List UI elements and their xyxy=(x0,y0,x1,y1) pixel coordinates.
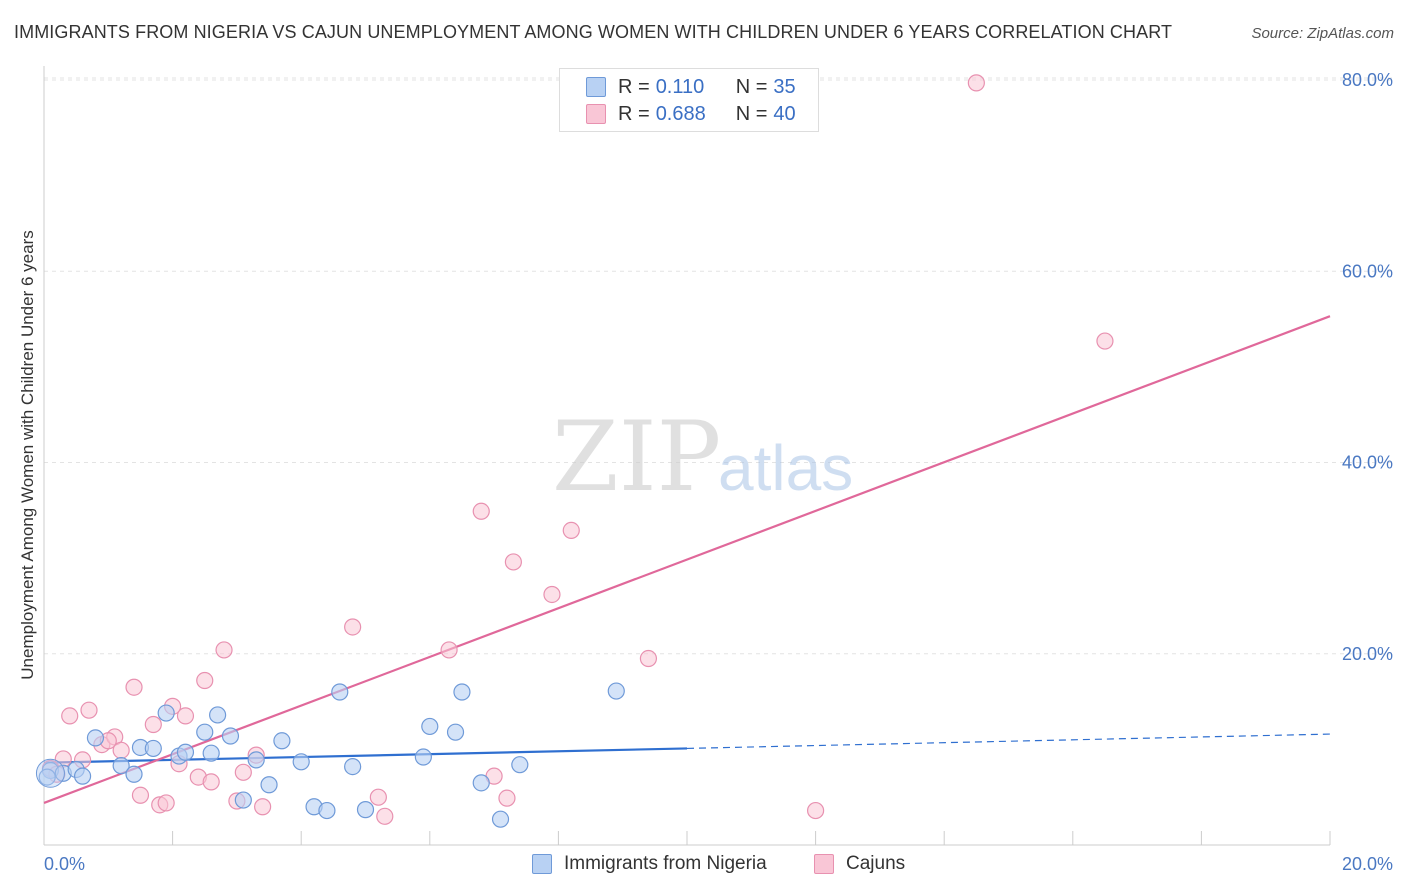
cajun-point xyxy=(376,807,394,825)
trend-lines xyxy=(43,315,1331,804)
bottom-legend-cajun: Cajuns xyxy=(814,852,905,876)
legend-r-label: R = xyxy=(618,75,650,98)
bottom-legend-cajun-label: Cajuns xyxy=(846,853,906,874)
cajun-point xyxy=(498,789,516,807)
legend-n-label: N = xyxy=(735,102,768,125)
x-tick-label: 20.0% xyxy=(1342,854,1393,874)
nigeria-point xyxy=(221,727,240,745)
y-tick-label: 20.0% xyxy=(1342,644,1393,664)
cajun-trend-line xyxy=(43,315,1331,804)
nigeria-point xyxy=(247,751,265,769)
nigeria-point xyxy=(144,739,162,758)
nigeria-point xyxy=(202,744,220,762)
legend-n-value: 35 xyxy=(773,75,796,98)
cajun-point xyxy=(61,707,79,725)
cajun-point xyxy=(967,74,985,92)
nigeria-point xyxy=(421,717,439,736)
grid-lines xyxy=(44,77,1392,655)
source-label: Source: ZipAtlas.com xyxy=(1251,25,1394,42)
nigeria-point xyxy=(112,757,130,775)
cajun-point xyxy=(369,788,387,806)
watermark-atlas: atlas xyxy=(718,432,853,504)
tick-labels: 20.0% 40.0% 60.0% 80.0% 0.0% 20.0% xyxy=(44,70,1393,874)
y-axis-label: Unemployment Among Women with Children U… xyxy=(18,230,37,679)
nigeria-point xyxy=(38,768,56,786)
legend-r-value: 0.688 xyxy=(655,102,706,125)
nigeria-point xyxy=(273,732,291,750)
cajun-point xyxy=(472,502,490,520)
y-tick-label: 40.0% xyxy=(1342,453,1393,473)
y-tick-label: 60.0% xyxy=(1342,261,1393,281)
nigeria-point xyxy=(176,743,195,761)
cajun-point xyxy=(254,798,272,816)
chart-title: IMMIGRANTS FROM NIGERIA VS CAJUN UNEMPLO… xyxy=(14,22,1173,42)
x-tick-label: 0.0% xyxy=(44,854,85,874)
nigeria-point xyxy=(607,682,625,700)
nigeria-point xyxy=(125,765,143,783)
legend-row-cajun: R = 0.688 N = 40 xyxy=(586,101,796,127)
correlation-legend: R = 0.110 N = 35 R = 0.688 N = 40 xyxy=(559,68,819,132)
legend-r-value: 0.110 xyxy=(655,75,705,98)
nigeria-cluster-point xyxy=(35,758,65,788)
nigeria-point xyxy=(331,683,349,701)
cajun-point xyxy=(176,707,195,725)
cajun-point xyxy=(80,701,98,719)
nigeria-point xyxy=(292,753,310,771)
axes xyxy=(43,66,1331,846)
nigeria-point xyxy=(73,767,92,785)
y-tick-label: 80.0% xyxy=(1342,70,1393,90)
legend-r-label: R = xyxy=(618,102,650,125)
cajun-point xyxy=(344,618,362,636)
nigeria-point xyxy=(511,756,529,774)
cajun-point xyxy=(131,786,150,804)
nigeria-point xyxy=(472,774,490,792)
nigeria-point xyxy=(446,723,465,741)
cajun-point xyxy=(543,585,561,604)
cajun-swatch-icon xyxy=(586,104,606,124)
cajun-point xyxy=(125,678,143,696)
nigeria-point xyxy=(318,801,336,820)
bottom-legend-nigeria: Immigrants from Nigeria xyxy=(532,852,767,876)
legend-row-nigeria: R = 0.110 N = 35 xyxy=(586,74,796,100)
cajun-point xyxy=(1096,332,1114,350)
nigeria-points xyxy=(35,682,625,828)
nigeria-point xyxy=(209,706,227,724)
legend-n-value: 40 xyxy=(773,102,796,125)
cajun-point xyxy=(157,794,175,812)
nigeria-point xyxy=(86,729,105,747)
cajun-point xyxy=(144,715,162,734)
nigeria-point xyxy=(453,683,471,701)
watermark-zip: ZIP xyxy=(552,401,721,513)
nigeria-point xyxy=(414,748,432,766)
nigeria-trend-extension xyxy=(686,733,1331,750)
cajun-point xyxy=(234,763,252,781)
legend-n-label: N = xyxy=(735,75,768,98)
nigeria-trend-line xyxy=(43,747,688,764)
nigeria-point xyxy=(356,801,375,819)
nigeria-point xyxy=(196,723,214,741)
nigeria-point xyxy=(157,704,175,722)
cajun-point xyxy=(562,521,580,539)
cajun-point xyxy=(202,773,220,791)
nigeria-point xyxy=(260,776,278,794)
bottom-legend-nigeria-label: Immigrants from Nigeria xyxy=(564,853,767,874)
nigeria-point xyxy=(234,791,252,809)
cajun-point xyxy=(504,553,522,571)
cajun-point xyxy=(215,641,233,659)
nigeria-point xyxy=(344,757,362,776)
cajun-point xyxy=(196,671,214,690)
cajun-point xyxy=(440,641,458,659)
nigeria-swatch-icon xyxy=(586,77,606,97)
cajun-legend-icon xyxy=(814,854,834,874)
cajun-point xyxy=(639,649,658,668)
nigeria-legend-icon xyxy=(532,854,552,874)
nigeria-point xyxy=(491,810,510,828)
cajun-point xyxy=(806,801,825,820)
